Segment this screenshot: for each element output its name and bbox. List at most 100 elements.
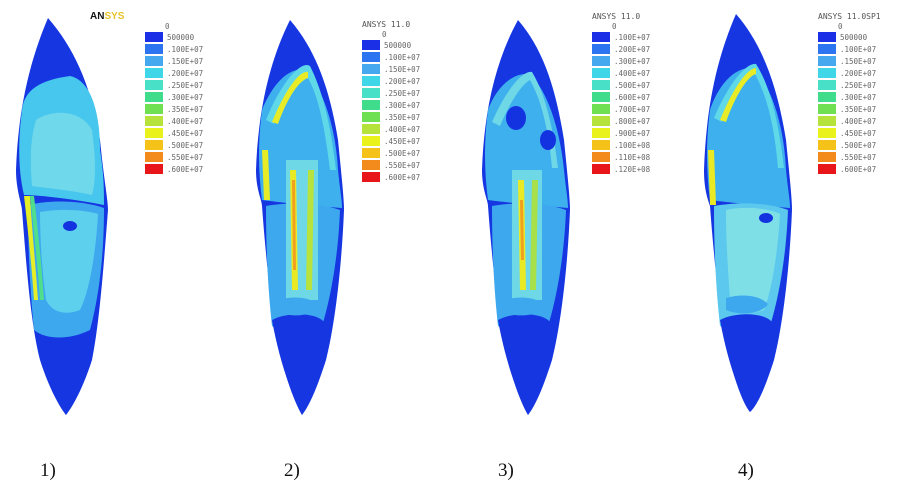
legend-swatch: [145, 116, 163, 126]
legend-swatch: [818, 44, 836, 54]
legend-swatch: [592, 164, 610, 174]
stress-arch: [714, 63, 784, 168]
legend-swatch: [818, 104, 836, 114]
legend-swatch: [592, 128, 610, 138]
legend-swatch: [145, 128, 163, 138]
legend-value: .150E+07: [840, 56, 877, 66]
legend-swatch: [818, 116, 836, 126]
legend-row: .300E+07: [818, 91, 881, 103]
legend-row: .250E+07: [362, 87, 420, 99]
legend-row: .200E+07: [362, 75, 420, 87]
stress-arch-hot: [720, 68, 756, 122]
legend-row: .250E+07: [818, 79, 881, 91]
legend-swatch: [592, 92, 610, 102]
legend-value: .100E+08: [614, 140, 651, 150]
legend-row: .400E+07: [592, 67, 650, 79]
legend-row: .700E+07: [592, 103, 650, 115]
legend-row: .450E+07: [818, 127, 881, 139]
legend-row: .600E+07: [145, 163, 203, 175]
legend-swatch: [592, 56, 610, 66]
legend-value: .500E+07: [840, 140, 877, 150]
stress-apex-light: [278, 297, 320, 316]
stress-apex-light: [504, 297, 546, 316]
legend-value: .600E+07: [614, 92, 651, 102]
legend-value: .550E+07: [840, 152, 877, 162]
ansys-logo-sys: SYS: [104, 11, 125, 22]
legend-row: .100E+07: [362, 51, 420, 63]
legend-title: ANSYS: [90, 12, 203, 22]
legend-value: .450E+07: [167, 128, 204, 138]
legend-row: .500E+07: [592, 79, 650, 91]
stress-panel-3: ANSYS 11.0 0.100E+07 .200E+07 .300E+07 .400…: [452, 0, 678, 490]
stress-hot-column-1b: [520, 200, 524, 260]
tooth-stress-plot-4: [704, 14, 792, 412]
legend-title: ANSYS 11.0: [592, 12, 641, 21]
legend-swatch: [818, 68, 836, 78]
stress-legend-3: ANSYS 11.0 0.100E+07 .200E+07 .300E+07 .400…: [592, 12, 650, 175]
legend-title: ANSYS 11.0SP1: [818, 12, 881, 21]
stress-region-crown-light: [30, 112, 95, 195]
legend-row: .100E+07: [592, 31, 650, 43]
legend-row: .300E+07: [362, 99, 420, 111]
ansys-logo-an: AN: [90, 11, 105, 22]
legend-swatch: [592, 104, 610, 114]
legend-swatch: [145, 44, 163, 54]
legend-value: .100E+07: [384, 52, 421, 62]
legend-value: .250E+07: [384, 88, 421, 98]
legend-value: .100E+07: [840, 44, 877, 54]
legend-value: .300E+07: [384, 100, 421, 110]
legend-value: .250E+07: [167, 80, 204, 90]
stress-apex: [34, 330, 92, 415]
panel-label-2: 2): [284, 460, 300, 481]
legend-row: .500E+07: [362, 147, 420, 159]
legend-value: .350E+07: [384, 112, 421, 122]
legend-row: 500000: [145, 31, 203, 43]
legend-swatch: [592, 32, 610, 42]
legend-row: .110E+08: [592, 151, 650, 163]
stress-hot-column-2: [306, 170, 314, 290]
legend-value: .250E+07: [840, 80, 877, 90]
legend-value: .800E+07: [614, 116, 651, 126]
stress-crown-darkspot-1: [506, 106, 526, 130]
legend-value: .400E+07: [167, 116, 204, 126]
legend-row: .350E+07: [145, 103, 203, 115]
legend-swatch: [362, 76, 380, 86]
legend-value: .600E+07: [840, 164, 877, 174]
stress-arch: [266, 64, 336, 170]
legend-row: .550E+07: [145, 151, 203, 163]
legend-value: .200E+07: [384, 76, 421, 86]
legend-swatch: [145, 92, 163, 102]
legend-value: .400E+07: [840, 116, 877, 126]
legend-swatch: [145, 140, 163, 150]
legend-value: .200E+07: [167, 68, 204, 78]
tooth-stress-plot-1: [16, 18, 108, 415]
legend-row: .150E+07: [145, 55, 203, 67]
legend-row: .150E+07: [362, 63, 420, 75]
legend-row: .100E+08: [592, 139, 650, 151]
legend-value: .150E+07: [167, 56, 204, 66]
legend-swatch: [592, 44, 610, 54]
stress-panel-4: ANSYS 11.0SP1 0 500000 .100E+07 .150E+07 .20…: [678, 0, 904, 490]
stress-hot-left: [708, 150, 716, 205]
legend-row: .300E+07: [592, 55, 650, 67]
legend-swatch: [818, 32, 836, 42]
stress-apex-light: [726, 295, 768, 314]
legend-swatch: [362, 40, 380, 50]
legend-row: .200E+07: [818, 67, 881, 79]
legend-row: .450E+07: [362, 135, 420, 147]
legend-min-value: 0: [165, 22, 170, 31]
stress-root-inner: [726, 207, 780, 313]
stress-hotspot-strip: [24, 196, 38, 300]
stress-center-spot: [759, 213, 773, 223]
legend-row: .350E+07: [362, 111, 420, 123]
legend-value: .450E+07: [384, 136, 421, 146]
legend-swatch: [362, 172, 380, 182]
legend-value: .400E+07: [384, 124, 421, 134]
legend-swatch: [592, 116, 610, 126]
legend-value: 500000: [167, 32, 195, 42]
legend-value: .700E+07: [614, 104, 651, 114]
tooth-stress-plot-2: [256, 20, 344, 415]
legend-row: .400E+07: [362, 123, 420, 135]
legend-row: .350E+07: [818, 103, 881, 115]
legend-value: .900E+07: [614, 128, 651, 138]
